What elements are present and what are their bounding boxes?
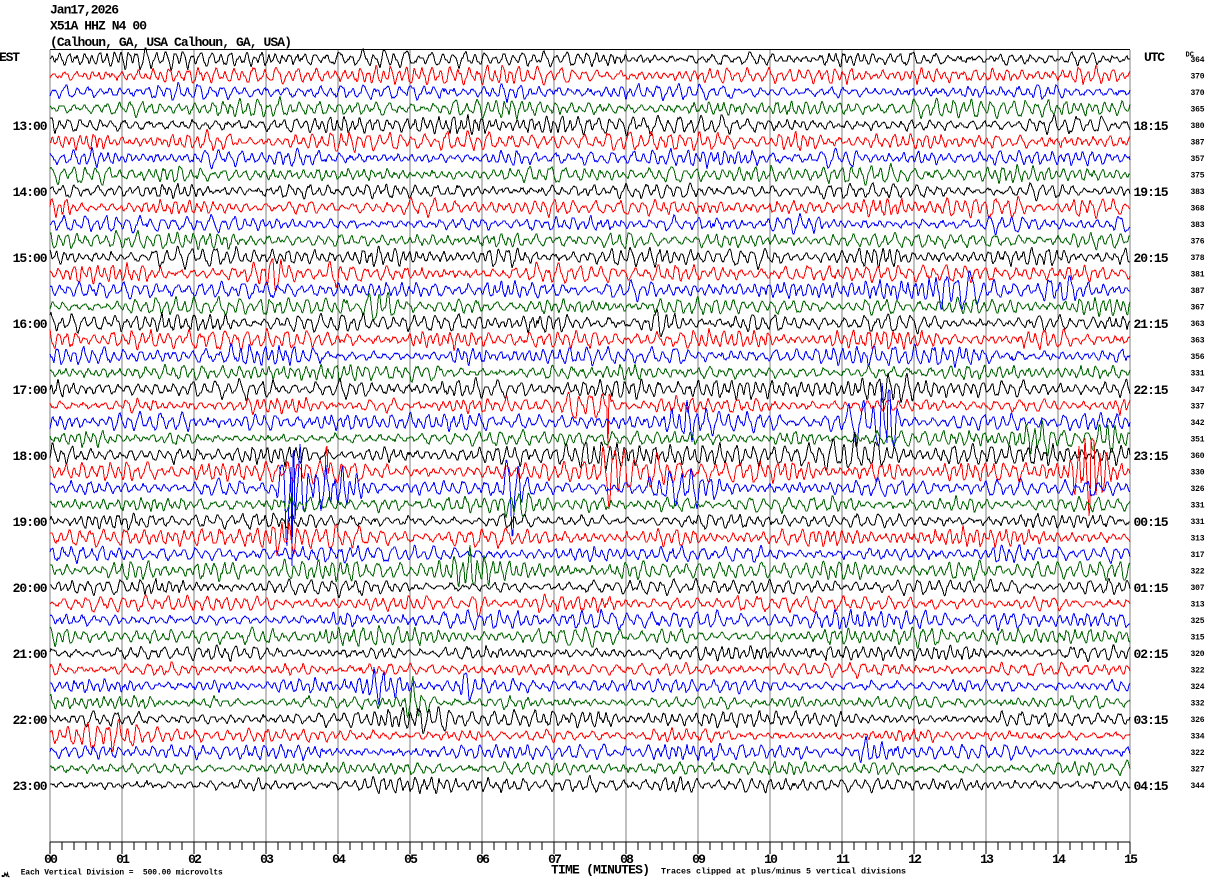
svg-text:23:15: 23:15 (1134, 449, 1169, 464)
svg-text:368: 368 (1191, 205, 1205, 214)
svg-text:322: 322 (1191, 667, 1205, 676)
svg-text:14: 14 (1052, 852, 1066, 867)
svg-text:Traces clipped at plus/minus 5: Traces clipped at plus/minus 5 vertical … (661, 867, 906, 877)
svg-text:02: 02 (188, 852, 202, 867)
svg-text:04:15: 04:15 (1134, 779, 1169, 794)
svg-text:387: 387 (1191, 139, 1205, 148)
svg-text:08: 08 (620, 852, 634, 867)
svg-text:370: 370 (1191, 89, 1205, 98)
svg-text:00:15: 00:15 (1134, 515, 1169, 530)
svg-text:12: 12 (908, 852, 922, 867)
svg-text:01: 01 (116, 852, 130, 867)
svg-text:09: 09 (692, 852, 706, 867)
svg-text:TIME (MINUTES): TIME (MINUTES) (551, 863, 650, 878)
svg-text:03:15: 03:15 (1134, 713, 1169, 728)
svg-text:05: 05 (404, 852, 418, 867)
svg-text:317: 317 (1191, 551, 1205, 560)
svg-text:347: 347 (1191, 386, 1205, 395)
svg-text:15: 15 (1124, 852, 1138, 867)
svg-text:06: 06 (476, 852, 490, 867)
svg-text:13:00: 13:00 (13, 119, 48, 134)
svg-text:03: 03 (260, 852, 274, 867)
svg-text:22:15: 22:15 (1134, 383, 1169, 398)
svg-text:365: 365 (1191, 106, 1205, 115)
svg-text:01:15: 01:15 (1134, 581, 1169, 596)
svg-text:334: 334 (1191, 733, 1205, 742)
svg-text:324: 324 (1191, 683, 1205, 692)
svg-text:325: 325 (1191, 617, 1205, 626)
svg-text:X51A HHZ N4 00: X51A HHZ N4 00 (50, 19, 147, 34)
svg-text:356: 356 (1191, 353, 1205, 362)
svg-text:23:00: 23:00 (13, 779, 48, 794)
svg-text:383: 383 (1191, 188, 1205, 197)
svg-text:363: 363 (1191, 337, 1205, 346)
svg-text:378: 378 (1191, 254, 1205, 263)
svg-text:380: 380 (1191, 122, 1205, 131)
svg-text:326: 326 (1191, 716, 1205, 725)
svg-text:327: 327 (1191, 766, 1205, 775)
svg-text:331: 331 (1191, 502, 1205, 511)
svg-text:DC: DC (1186, 52, 1194, 60)
svg-text:351: 351 (1191, 436, 1205, 445)
svg-text:313: 313 (1191, 601, 1205, 610)
svg-text:07: 07 (548, 852, 562, 867)
svg-text:387: 387 (1191, 287, 1205, 296)
svg-text:Each Vertical Division = 500.: Each Vertical Division = 500.00 microvol… (21, 869, 223, 878)
svg-text:357: 357 (1191, 155, 1205, 164)
svg-text:19:00: 19:00 (13, 515, 48, 530)
svg-text:344: 344 (1191, 782, 1205, 791)
svg-text:307: 307 (1191, 584, 1205, 593)
svg-text:Jan17,2026: Jan17,2026 (50, 3, 119, 18)
svg-text:13: 13 (980, 852, 994, 867)
svg-text:360: 360 (1191, 452, 1205, 461)
svg-text:20:00: 20:00 (13, 581, 48, 596)
svg-text:320: 320 (1191, 650, 1205, 659)
svg-text:322: 322 (1191, 749, 1205, 758)
svg-text:15:00: 15:00 (13, 251, 48, 266)
svg-text:363: 363 (1191, 320, 1205, 329)
svg-text:14:00: 14:00 (13, 185, 48, 200)
svg-text:375: 375 (1191, 172, 1205, 181)
svg-text:16:00: 16:00 (13, 317, 48, 332)
svg-text:342: 342 (1191, 419, 1205, 428)
svg-text:313: 313 (1191, 535, 1205, 544)
svg-text:21:15: 21:15 (1134, 317, 1169, 332)
svg-text:332: 332 (1191, 700, 1205, 709)
svg-text:337: 337 (1191, 403, 1205, 412)
svg-text:331: 331 (1191, 518, 1205, 527)
svg-text:376: 376 (1191, 238, 1205, 247)
svg-text:18:15: 18:15 (1134, 119, 1169, 134)
svg-text:(Calhoun, GA, USA Calhoun, GA,: (Calhoun, GA, USA Calhoun, GA, USA) (50, 35, 292, 50)
svg-text:383: 383 (1191, 221, 1205, 230)
svg-text:331: 331 (1191, 370, 1205, 379)
svg-text:19:15: 19:15 (1134, 185, 1169, 200)
svg-text:04: 04 (332, 852, 346, 867)
svg-text:EST: EST (0, 50, 20, 65)
svg-text:10: 10 (764, 852, 778, 867)
svg-text:364: 364 (1191, 56, 1205, 65)
svg-text:00: 00 (44, 852, 58, 867)
svg-text:02:15: 02:15 (1134, 647, 1169, 662)
svg-text:21:00: 21:00 (13, 647, 48, 662)
svg-text:330: 330 (1191, 469, 1205, 478)
svg-text:20:15: 20:15 (1134, 251, 1169, 266)
svg-text:367: 367 (1191, 304, 1205, 313)
svg-text:18:00: 18:00 (13, 449, 48, 464)
svg-text:UTC: UTC (1144, 50, 1165, 65)
svg-text:17:00: 17:00 (13, 383, 48, 398)
svg-text:381: 381 (1191, 271, 1205, 280)
svg-text:315: 315 (1191, 634, 1205, 643)
svg-text:322: 322 (1191, 568, 1205, 577)
svg-text:11: 11 (836, 852, 850, 867)
svg-text:22:00: 22:00 (13, 713, 48, 728)
svg-text:326: 326 (1191, 485, 1205, 494)
svg-text:370: 370 (1191, 73, 1205, 82)
